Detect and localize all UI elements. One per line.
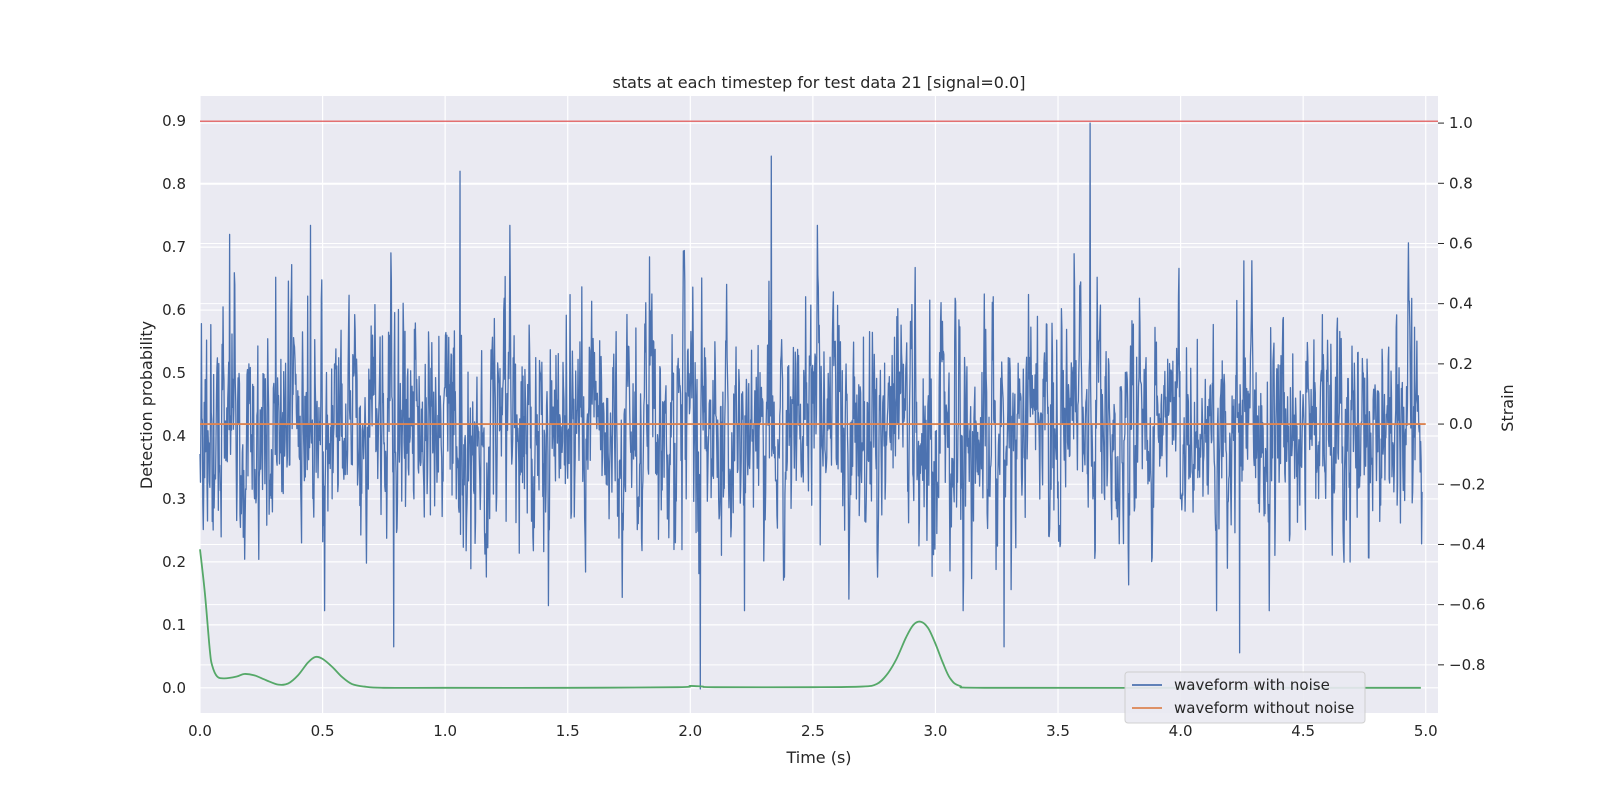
x-tick-label: 5.0 — [1414, 722, 1438, 740]
y-tick-label: 0.4 — [162, 427, 186, 445]
y2-tick-label: 0.0 — [1449, 415, 1473, 433]
y2-tick-label: −0.6 — [1449, 596, 1485, 614]
x-tick-label: 2.5 — [801, 722, 825, 740]
x-tick-label: 0.0 — [188, 722, 212, 740]
x-tick-label: 3.0 — [924, 722, 948, 740]
y2-tick-label: 0.6 — [1449, 234, 1473, 252]
legend: waveform with noise waveform without noi… — [1124, 671, 1366, 724]
y-tick-label: 0.1 — [162, 616, 186, 634]
chart-title: stats at each timestep for test data 21 … — [613, 73, 1026, 92]
legend-box — [1124, 671, 1366, 724]
y-tick-label: 0.6 — [162, 301, 186, 319]
y-tick-label: 0.5 — [162, 364, 186, 382]
y-tick-label: 0.8 — [162, 175, 186, 193]
plot-area — [200, 96, 1438, 713]
y2-tick-label: −0.8 — [1449, 656, 1485, 674]
x-tick-label: 2.0 — [678, 722, 702, 740]
y-tick-label: 0.2 — [162, 553, 186, 571]
y2-axis-label: Strain — [1498, 384, 1517, 431]
right-axis-ticks: −0.8 −0.6 −0.4 −0.2 0.0 0.2 0.4 0.6 0.8 1.0 — [1438, 114, 1485, 674]
y2-tick-label: 0.2 — [1449, 355, 1473, 373]
y2-tick-label: −0.4 — [1449, 535, 1485, 553]
x-tick-label: 4.0 — [1169, 722, 1193, 740]
y-axis-label: Detection probability — [137, 321, 156, 489]
x-axis-label: Time (s) — [785, 748, 851, 767]
y2-tick-label: 0.8 — [1449, 174, 1473, 192]
legend-label-clean: waveform without noise — [1174, 699, 1354, 717]
y2-tick-label: 1.0 — [1449, 114, 1473, 132]
y-tick-label: 0.9 — [162, 112, 186, 130]
x-tick-label: 3.5 — [1046, 722, 1070, 740]
x-tick-label: 1.5 — [556, 722, 580, 740]
x-tick-label: 0.5 — [311, 722, 335, 740]
bottom-axis-ticks: 0.0 0.5 1.0 1.5 2.0 2.5 3.0 3.5 4.0 4.5 5.0 — [188, 722, 1438, 740]
plot-content — [199, 120, 1438, 690]
series-detection-probability — [199, 549, 1421, 689]
y-tick-label: 0.0 — [162, 679, 186, 697]
y2-tick-label: −0.2 — [1449, 475, 1485, 493]
left-axis-ticks: 0.0 0.1 0.2 0.3 0.4 0.5 0.6 0.7 0.8 0.9 — [162, 112, 186, 697]
y2-tick-label: 0.4 — [1449, 295, 1473, 313]
x-tick-label: 1.0 — [433, 722, 457, 740]
x-tick-label: 4.5 — [1291, 722, 1315, 740]
legend-label-noise: waveform with noise — [1174, 676, 1330, 694]
y-tick-label: 0.3 — [162, 490, 186, 508]
series-waveform-with-noise — [199, 122, 1423, 690]
y-tick-label: 0.7 — [162, 238, 186, 256]
